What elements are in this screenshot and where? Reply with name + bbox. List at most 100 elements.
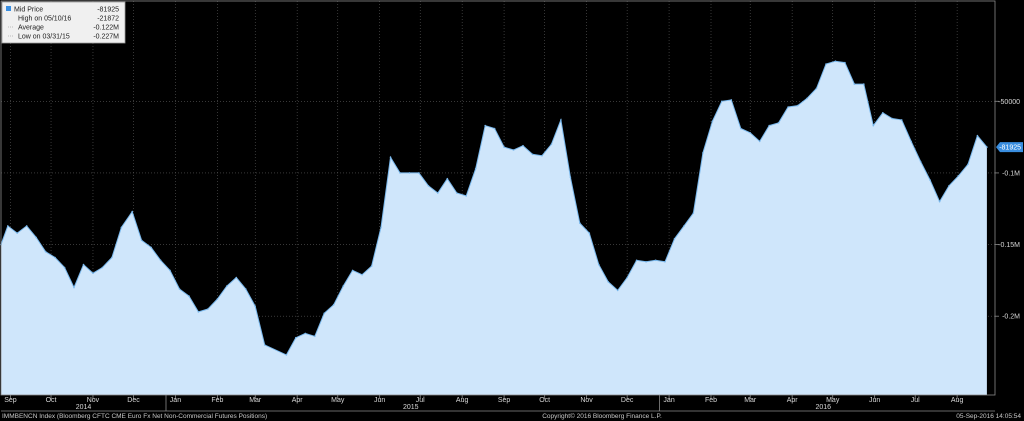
data-point [380, 226, 382, 229]
data-point [226, 285, 228, 287]
data-point [295, 336, 297, 339]
data-point [493, 127, 496, 130]
data-point [749, 132, 751, 134]
legend-value: -0.122M [93, 25, 119, 32]
series-area-fill [1, 61, 987, 395]
data-point [929, 179, 931, 181]
data-point [787, 106, 789, 108]
last-price-tag-shape [996, 142, 1023, 153]
x-tick-label: Jan [170, 397, 181, 404]
data-point [437, 192, 439, 194]
year-label: 2014 [76, 404, 92, 411]
data-point [370, 265, 373, 267]
legend-box [1, 1, 126, 44]
data-point [285, 354, 288, 356]
data-point [512, 149, 515, 151]
data-point [351, 269, 354, 272]
data-point [758, 140, 761, 143]
data-point [342, 285, 345, 287]
last-price-tag: -81925 [996, 142, 1023, 153]
data-point [16, 232, 19, 234]
data-point [216, 298, 219, 300]
data-point [474, 167, 477, 170]
data-point [683, 225, 685, 227]
data-point [314, 335, 316, 338]
data-point [730, 99, 733, 101]
x-tick-label: Jan [663, 397, 674, 404]
data-point [957, 175, 960, 177]
data-point [692, 212, 695, 214]
x-tick-label: Sep [498, 397, 511, 404]
legend-value: -0.227M [93, 34, 119, 41]
x-tick-label: Nov [87, 397, 100, 404]
legend-value: -21872 [97, 16, 119, 23]
data-point [92, 272, 94, 275]
legend-value: -81925 [97, 7, 119, 14]
data-point [967, 163, 969, 166]
data-point [654, 259, 657, 262]
data-point [645, 261, 647, 263]
data-point [844, 61, 846, 64]
y-tick-label: -50000 [998, 99, 1020, 106]
data-point [702, 152, 704, 154]
data-point [446, 177, 449, 180]
data-point [111, 256, 113, 259]
data-point [522, 144, 524, 147]
data-point [531, 153, 534, 156]
data-point [863, 83, 865, 85]
data-point [389, 156, 392, 158]
data-point [541, 154, 543, 157]
data-point [740, 127, 742, 130]
data-point [140, 239, 143, 242]
x-tick-label: Jul [416, 397, 425, 404]
data-point [82, 263, 85, 266]
y-tick-label: -0.1M [1002, 170, 1020, 177]
x-tick-label: Oct [46, 397, 57, 404]
data-point [63, 266, 66, 269]
x-tick-label: Feb [211, 397, 223, 404]
series-points [0, 60, 988, 356]
x-tick-label: Dec [127, 397, 140, 404]
data-point [882, 112, 884, 114]
legend-label: High on 05/10/16 [18, 16, 71, 23]
data-point [550, 143, 553, 146]
x-tick-label: May [331, 397, 345, 404]
plot-border [0, 0, 996, 396]
x-tick-label: Dec [621, 397, 634, 404]
data-point [101, 266, 104, 269]
x-tick-label: Oct [539, 397, 550, 404]
data-point [25, 225, 28, 227]
legend-swatch-mid-price [6, 6, 11, 11]
footer-copyright: Copyright© 2016 Bloomberg Finance L.P. [542, 412, 662, 420]
data-point [399, 172, 401, 174]
data-point [588, 232, 591, 234]
data-point [796, 104, 799, 107]
data-point [986, 146, 988, 148]
legend: Mid Price -81925 High on 05/10/16 -21872… [1, 1, 126, 44]
data-point [245, 288, 247, 290]
y-axis: -50000 -0.1M -0.15M -0.2M [995, 99, 1020, 321]
data-point [304, 332, 307, 335]
data-point [900, 119, 903, 121]
data-point [7, 225, 9, 227]
series-line [0, 60, 988, 356]
data-point [616, 289, 619, 292]
x-tick-label: Feb [705, 397, 717, 404]
data-point [673, 238, 676, 240]
data-point [635, 259, 638, 262]
data-point [332, 303, 335, 306]
data-point [910, 140, 912, 143]
data-point [427, 185, 430, 187]
data-point [664, 261, 666, 263]
data-point [418, 172, 420, 174]
data-point [169, 269, 171, 272]
x-tick-label: Aug [951, 397, 964, 404]
x-tick-label: Nov [580, 397, 593, 404]
footer-timestamp: 05-Sep-2016 14:05:54 [956, 413, 1021, 420]
data-point [323, 312, 326, 315]
data-point [891, 117, 893, 120]
legend-label: Average [18, 25, 44, 32]
data-point [73, 286, 75, 289]
data-point [626, 276, 628, 279]
